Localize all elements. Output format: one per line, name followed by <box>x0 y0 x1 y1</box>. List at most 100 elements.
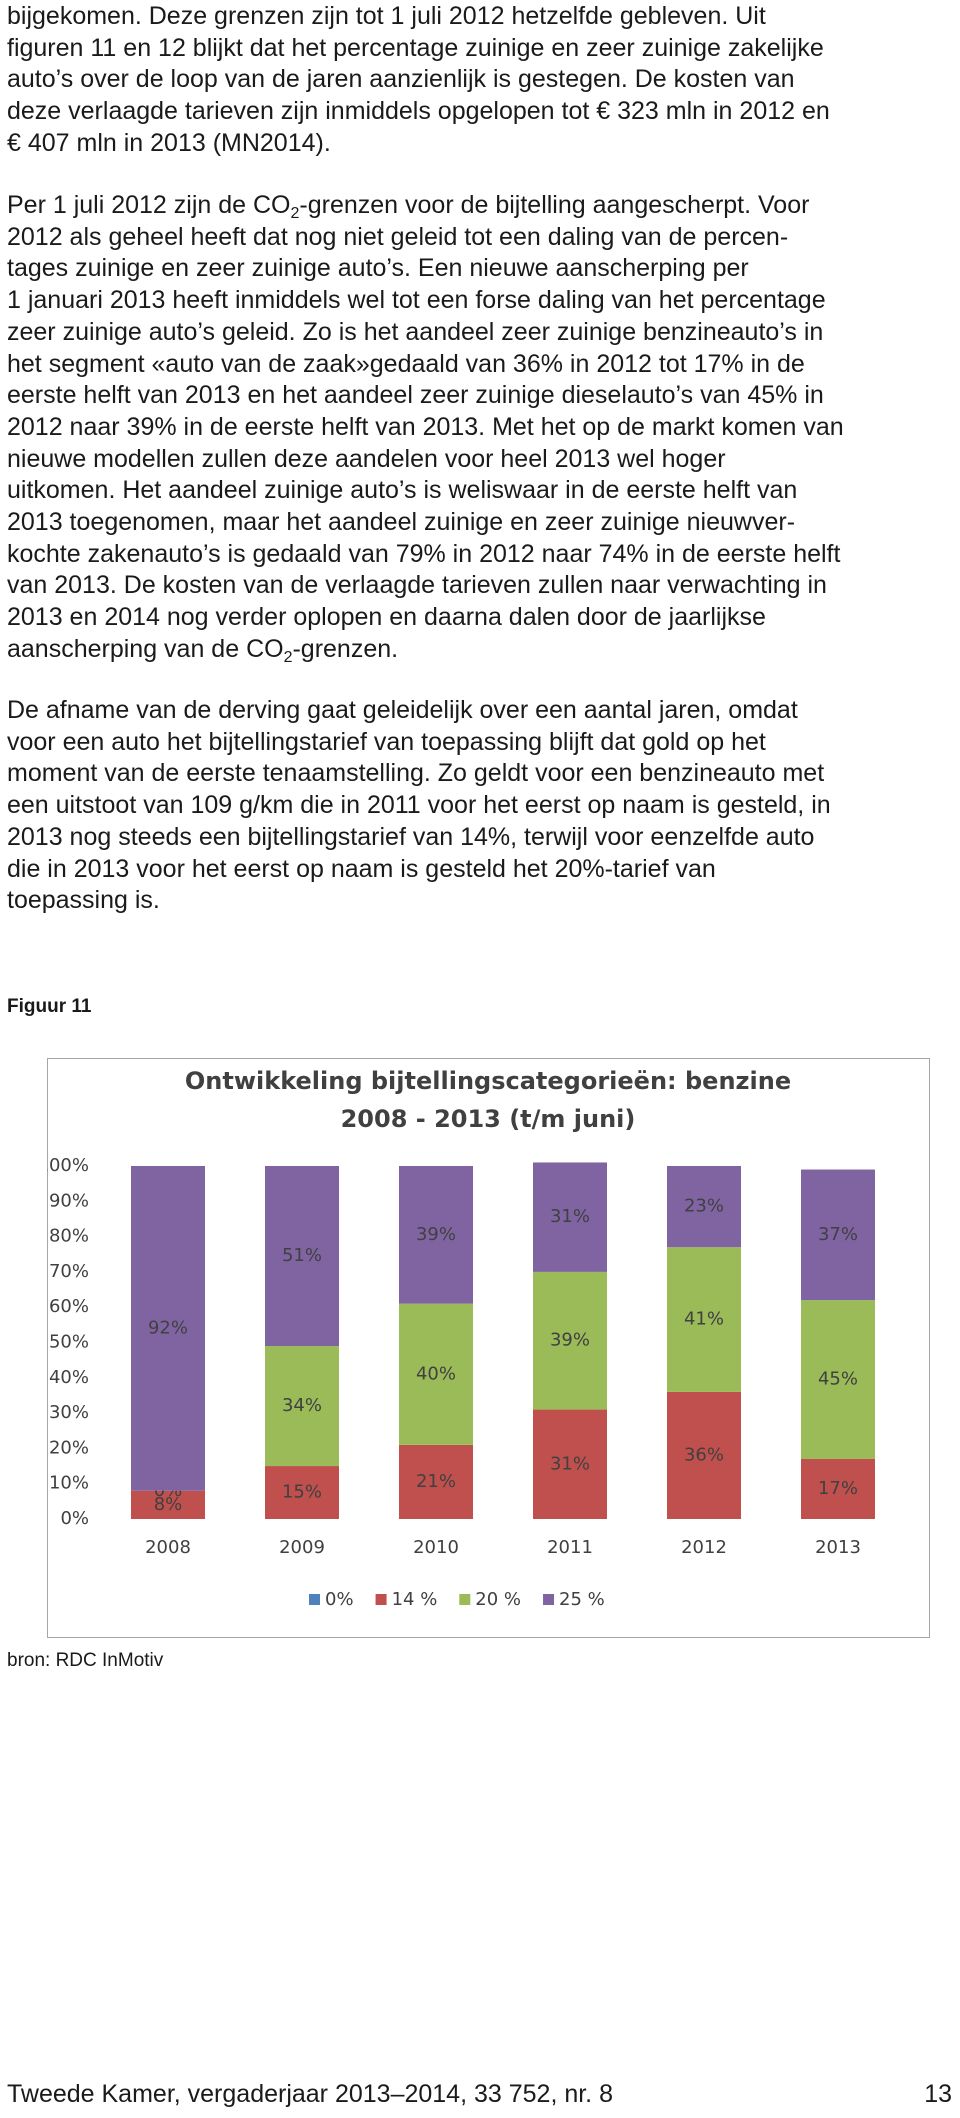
y-tick-label: 0% <box>60 1508 89 1529</box>
x-tick-label: 2011 <box>547 1537 593 1558</box>
legend-label: 14 % <box>392 1589 438 1610</box>
text-span: -grenzen voor de bijtelling aangescherpt… <box>299 191 810 219</box>
chart: Ontwikkeling bijtellingscategorieën: ben… <box>47 1058 930 1638</box>
y-tick-label: 70% <box>49 1261 89 1282</box>
bar-segment <box>399 1166 473 1304</box>
legend-label: 20 % <box>475 1589 521 1610</box>
data-label: 36% <box>684 1444 724 1465</box>
data-label: 45% <box>818 1369 858 1390</box>
bar-segment <box>399 1303 473 1445</box>
text-line: 2013 en 2014 nog verder oplopen en daarn… <box>7 603 766 632</box>
chart-title: 2008 - 2013 (t/m juni) <box>341 1105 636 1133</box>
x-tick-label: 2010 <box>413 1537 459 1558</box>
chart-title: Ontwikkeling bijtellingscategorieën: ben… <box>185 1067 791 1095</box>
y-tick-label: 60% <box>49 1296 89 1317</box>
text-line: voor een auto het bijtellingstarief van … <box>7 727 766 756</box>
figure-caption: Figuur 11 <box>7 996 92 1017</box>
text-line: kochte zakenauto’s is gedaald van 79% in… <box>7 539 841 568</box>
bar-segment <box>265 1346 339 1467</box>
text-line: een uitstoot van 109 g/km die in 2011 vo… <box>7 791 831 820</box>
legend-label: 25 % <box>559 1589 605 1610</box>
bar-segment <box>533 1409 607 1519</box>
data-label: 39% <box>550 1330 590 1351</box>
text-line: 2013 nog steeds een bijtellingstarief va… <box>7 822 815 851</box>
text-line: 1 januari 2013 heeft inmiddels wel tot e… <box>7 286 826 315</box>
text-line: 2012 als geheel heeft dat nog niet gelei… <box>7 222 789 251</box>
data-label: 17% <box>818 1478 858 1499</box>
bar-segment <box>801 1169 875 1301</box>
text-line: van 2013. De kosten van de verlaagde tar… <box>7 571 827 600</box>
text-line: het segment «auto van de zaak»gedaald va… <box>7 349 805 378</box>
text-span: aanscherping van de CO <box>7 634 284 663</box>
data-label: 37% <box>818 1224 858 1245</box>
text-line: auto’s over de loop van de jaren aanzien… <box>7 65 795 94</box>
data-label: 92% <box>148 1317 188 1338</box>
y-tick-label: 90% <box>49 1190 89 1211</box>
legend-swatch <box>375 1594 387 1605</box>
text-span: -grenzen. <box>292 634 399 663</box>
text-line: 2013 toegenomen, maar het aandeel zuinig… <box>7 508 796 536</box>
text-line: figuren 11 en 12 blijkt dat het percenta… <box>7 33 824 62</box>
text-line: uitkomen. Het aandeel zuinige auto’s is … <box>7 476 798 505</box>
data-label: 34% <box>282 1395 322 1416</box>
subscript: 2 <box>283 648 293 666</box>
text-line: 2012 naar 39% in de eerste helft van 201… <box>7 412 844 441</box>
data-label: 51% <box>282 1245 322 1266</box>
x-tick-label: 2008 <box>145 1537 191 1558</box>
y-tick-label: 40% <box>49 1367 89 1388</box>
data-label: 31% <box>550 1453 590 1474</box>
text-line: aanscherping van de CO2-grenzen. <box>7 634 398 673</box>
y-tick-label: 20% <box>49 1437 89 1458</box>
x-tick-label: 2012 <box>681 1537 727 1558</box>
data-label: 21% <box>416 1471 456 1492</box>
text-line: tages zuinige en zeer zuinige auto’s. Ee… <box>7 254 749 283</box>
bar-segment <box>667 1391 741 1519</box>
source-note: bron: RDC InMotiv <box>7 1650 164 1671</box>
x-tick-label: 2009 <box>279 1537 325 1558</box>
bar-segment <box>667 1247 741 1392</box>
text-line: zeer zuinige auto’s geleid. Zo is het aa… <box>7 317 824 346</box>
text-line: die in 2013 voor het eerst op naam is ge… <box>7 854 716 883</box>
legend-swatch <box>459 1594 471 1605</box>
text-line: eerste helft van 2013 en het aandeel zee… <box>7 381 824 410</box>
bar-segment <box>801 1458 875 1519</box>
x-tick-label: 2013 <box>815 1537 861 1558</box>
footer: Tweede Kamer, vergaderjaar 2013–2014, 33… <box>7 2080 613 2108</box>
text-line: Per 1 juli 2012 zijn de CO2-grenzen voor… <box>7 190 809 229</box>
text-line: nieuwe modellen zullen deze aandelen voo… <box>7 444 726 473</box>
y-tick-label: 10% <box>49 1473 89 1494</box>
data-label: 40% <box>416 1363 456 1384</box>
bar-segment <box>265 1166 339 1347</box>
bar-segment <box>801 1300 875 1459</box>
bar-segment <box>265 1466 339 1519</box>
text-line: bijgekomen. Deze grenzen zijn tot 1 juli… <box>7 2 766 30</box>
data-label: 23% <box>684 1196 724 1217</box>
legend-swatch <box>309 1594 320 1605</box>
text-line: moment van de eerste tenaamstelling. Zo … <box>7 759 825 788</box>
text-span: Per 1 juli 2012 zijn de CO <box>7 191 291 219</box>
legend-swatch <box>543 1594 555 1605</box>
subscript: 2 <box>290 205 300 222</box>
legend-label: 0% <box>325 1589 354 1610</box>
text-line: toepassing is. <box>7 886 160 915</box>
text-line: deze verlaagde tarieven zijn inmiddels o… <box>7 97 830 126</box>
bar-segment <box>399 1444 473 1519</box>
y-tick-label: 30% <box>49 1402 89 1423</box>
data-label: 8% <box>154 1494 183 1515</box>
text-line: De afname van de derving gaat geleidelij… <box>7 696 798 724</box>
data-label: 41% <box>684 1309 724 1330</box>
bar-segment <box>131 1166 205 1491</box>
data-label: 15% <box>282 1482 322 1503</box>
page-number: 13 <box>924 2080 952 2108</box>
bar-segment <box>533 1162 607 1272</box>
y-tick-label: 80% <box>49 1226 89 1247</box>
bar-segment <box>131 1490 205 1519</box>
bar-segment <box>667 1166 741 1248</box>
bar-segment <box>533 1271 607 1410</box>
data-label: 31% <box>550 1206 590 1227</box>
data-label: 39% <box>416 1224 456 1245</box>
y-tick-label: 50% <box>49 1332 89 1353</box>
text-line: € 407 mln in 2013 (MN2014). <box>7 128 331 157</box>
y-tick-label: 100% <box>47 1155 89 1176</box>
